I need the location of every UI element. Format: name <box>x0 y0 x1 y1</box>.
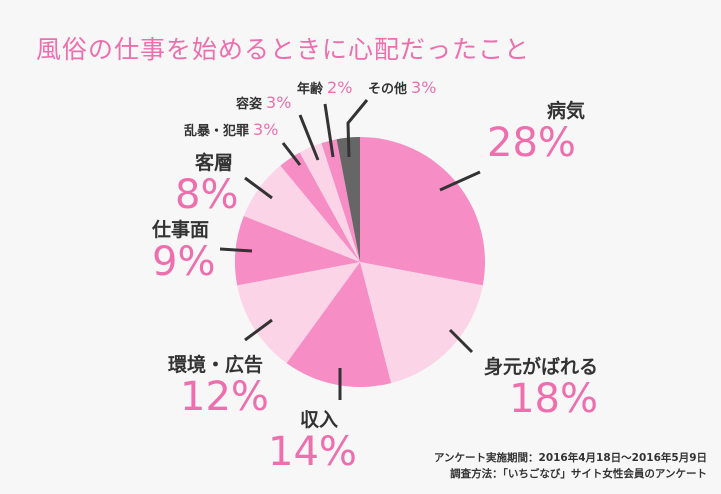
pie-slice <box>299 143 360 262</box>
label-kankyo: 環境・広告 12% <box>168 354 269 420</box>
pie-slice <box>286 262 392 387</box>
pie-slice <box>336 137 360 262</box>
pie-slice <box>321 139 360 262</box>
leader-line <box>281 142 302 166</box>
survey-period: アンケート実施期間：2016年4月18日～2016年5月9日 <box>433 452 707 464</box>
label-mimoto: 身元がばれる 18% <box>484 356 599 422</box>
leader-line <box>346 99 369 158</box>
pie-slice <box>360 262 483 384</box>
leader-line <box>439 170 481 192</box>
label-byoki: 病気 28% <box>487 100 586 166</box>
leader-line <box>244 318 273 342</box>
label-yoshi: 容姿 3% <box>236 93 292 112</box>
pie-slice <box>235 215 360 286</box>
leader-line <box>244 176 273 200</box>
label-shunyu: 収入 14% <box>268 409 357 475</box>
label-kyakuso: 客層 8% <box>175 152 239 218</box>
survey-method: 調査方法：「いちごなび」サイト女性会員のアンケート <box>450 468 707 480</box>
label-ranbo: 乱暴・犯罪 3% <box>184 120 279 139</box>
label-nenrei: 年齢 2% <box>297 78 353 97</box>
survey-note: アンケート実施期間：2016年4月18日～2016年5月9日調査方法：「いちごな… <box>434 450 707 482</box>
leader-line <box>219 247 253 253</box>
label-shigoto: 仕事面 9% <box>152 219 216 285</box>
leader-lines <box>219 99 481 400</box>
label-sonota: その他 3% <box>368 78 437 97</box>
pie-slice <box>280 152 360 262</box>
pie-slice <box>243 165 360 262</box>
chart-title: 風俗の仕事を始めるときに心配だったこと <box>36 35 531 64</box>
leader-line <box>323 103 335 158</box>
pie-slice <box>237 262 360 364</box>
pie-slice <box>360 137 486 286</box>
leader-line <box>448 328 474 354</box>
leader-line <box>298 114 320 161</box>
